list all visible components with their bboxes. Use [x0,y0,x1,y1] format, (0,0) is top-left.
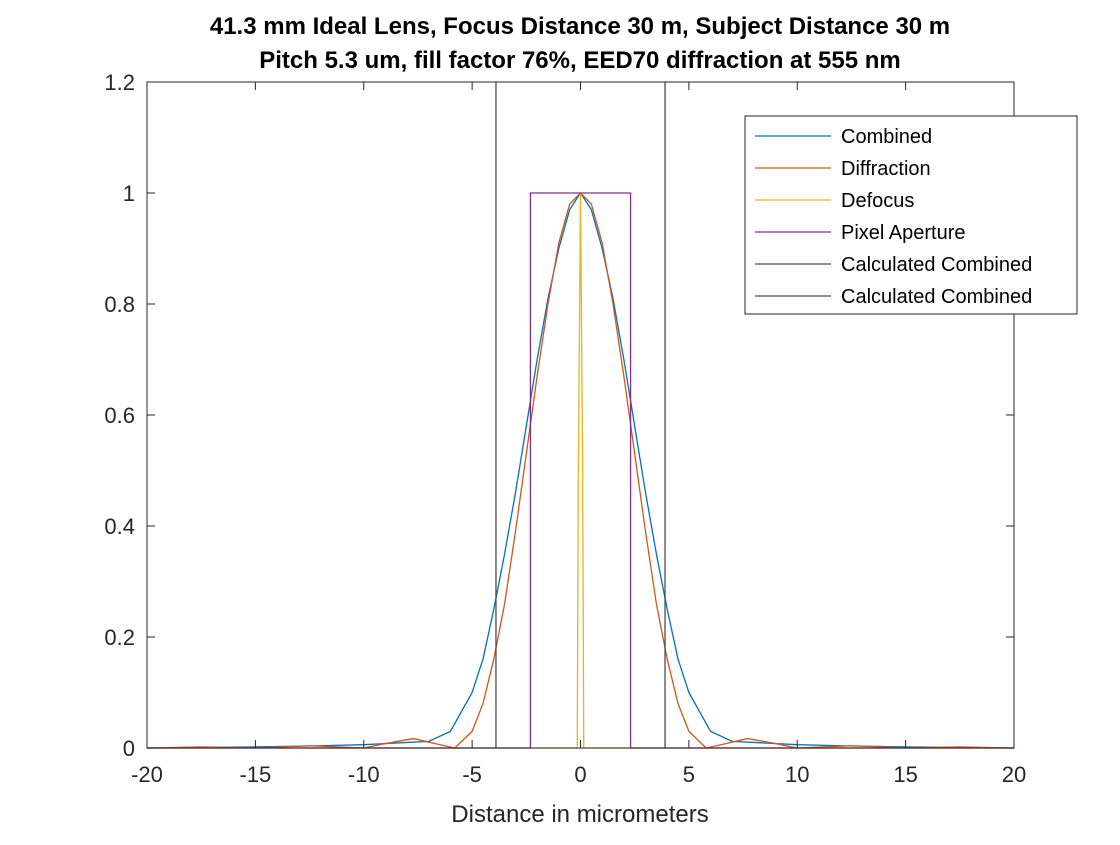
legend-label: Calculated Combined [841,254,1032,276]
y-tick-label: 1 [123,181,135,206]
x-tick-label: -5 [462,762,482,787]
legend-entry: Calculated Combined [755,254,1032,276]
legend-entry: Defocus [755,190,914,212]
x-tick-label: 10 [785,762,809,787]
x-tick-label: 20 [1002,762,1026,787]
legend-entry: Diffraction [755,158,931,180]
tick-layer: -20 -15 -10 -5 0 5 10 15 20 0 0.2 0.4 0.6 0.8 1 1.2 [104,70,1026,787]
legend-entry: Calculated Combined [755,286,1032,308]
x-tick-label: -10 [348,762,380,787]
x-tick-label: 5 [683,762,695,787]
x-tick-label: 15 [893,762,917,787]
y-tick-label: 0.6 [104,403,135,428]
x-axis-label: Distance in micrometers [451,801,708,828]
y-tick-label: 0.4 [104,514,135,539]
chart-subtitle: Pitch 5.3 um, fill factor 76%, EED70 dif… [259,47,901,74]
legend-label: Calculated Combined [841,286,1032,308]
legend-label: Combined [841,126,932,148]
plot-frame [146,81,1015,749]
chart-title: 41.3 mm Ideal Lens, Focus Distance 30 m,… [210,13,950,40]
legend-label: Defocus [841,190,914,212]
legend-box [744,115,1078,315]
legend: Combined Diffraction Defocus Pixel Aperture… [744,115,1078,315]
x-tick-label: -20 [131,762,163,787]
x-tick-label: 0 [574,762,586,787]
legend-entry: Pixel Aperture [755,222,966,244]
legend-label: Diffraction [841,158,931,180]
legend-label: Pixel Aperture [841,222,966,244]
y-tick-label: 0.8 [104,292,135,317]
y-tick-label: 0.2 [104,625,135,650]
legend-entry: Combined [755,126,932,148]
x-tick-label: -15 [239,762,271,787]
y-tick-label: 0 [123,736,135,761]
legend-items: Combined Diffraction Defocus Pixel Aperture… [755,126,1032,308]
y-tick-label: 1.2 [104,70,135,95]
